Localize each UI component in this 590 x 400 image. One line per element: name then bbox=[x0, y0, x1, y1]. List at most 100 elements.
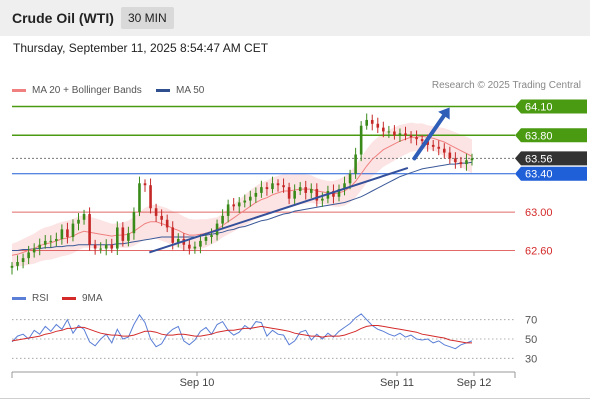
candle-body bbox=[265, 187, 269, 190]
candle-body bbox=[204, 237, 208, 241]
legend-ma50: MA 50 bbox=[156, 85, 204, 96]
candle-body bbox=[199, 240, 202, 247]
candle-body bbox=[232, 204, 235, 207]
candle-body bbox=[49, 240, 53, 242]
candle-body bbox=[93, 244, 97, 249]
candle-body bbox=[188, 244, 191, 249]
legend-ma50-label: MA 50 bbox=[176, 85, 205, 96]
candle-body bbox=[365, 119, 368, 126]
bollinger-band bbox=[12, 122, 472, 267]
candle-body bbox=[431, 144, 435, 147]
candle-body bbox=[420, 139, 424, 142]
level-label-64.10: 64.10 bbox=[525, 102, 553, 114]
candle-body bbox=[116, 227, 119, 249]
candle-body bbox=[348, 173, 352, 184]
candle-body bbox=[254, 192, 258, 197]
candle-body bbox=[60, 229, 64, 239]
bottom-border bbox=[0, 398, 590, 399]
candle-body bbox=[176, 238, 180, 243]
candle-body bbox=[382, 127, 385, 132]
candle-body bbox=[210, 235, 213, 238]
ma9-swatch bbox=[62, 296, 76, 300]
candle-body bbox=[226, 204, 230, 216]
copyright-notice: Research © 2025 Trading Central bbox=[431, 80, 581, 91]
candle-body bbox=[249, 196, 252, 201]
candle-body bbox=[77, 219, 80, 224]
candle-body bbox=[337, 189, 341, 197]
candle-body bbox=[343, 183, 346, 190]
candle-body bbox=[298, 187, 302, 191]
candle-body bbox=[359, 125, 363, 155]
candle-body bbox=[332, 190, 335, 197]
candle-body bbox=[243, 200, 247, 203]
level-label-63.80: 63.80 bbox=[525, 130, 553, 142]
candle-body bbox=[370, 119, 374, 124]
candle-body bbox=[437, 146, 441, 149]
candle-body bbox=[160, 215, 163, 220]
legend-rsi-label: RSI bbox=[32, 293, 49, 304]
rsi-tick-label: 70 bbox=[525, 315, 537, 327]
candle-body bbox=[409, 135, 413, 138]
rsi-series-rsi bbox=[11, 313, 473, 350]
rsi-tick-label: 50 bbox=[525, 334, 537, 346]
level-tag-63.80 bbox=[515, 128, 587, 143]
trend-line bbox=[149, 166, 409, 254]
candle-body bbox=[404, 133, 407, 136]
candle-body bbox=[99, 248, 102, 250]
level-tag-63.40 bbox=[515, 166, 587, 181]
rsi-swatch bbox=[12, 296, 26, 300]
candle-body bbox=[149, 185, 152, 209]
candle-body bbox=[165, 219, 169, 228]
candle-body bbox=[387, 131, 391, 133]
forecast-arrow-head bbox=[438, 107, 450, 120]
x-tick-label: Sep 12 bbox=[457, 377, 492, 389]
candle-body bbox=[459, 162, 463, 165]
instrument-title: Crude Oil (WTI) bbox=[12, 10, 114, 26]
level-tag-63.56 bbox=[515, 151, 587, 166]
candle-body bbox=[282, 185, 285, 188]
rsi-series-9ma bbox=[11, 325, 472, 344]
candle-body bbox=[398, 133, 402, 136]
candle-body bbox=[32, 248, 36, 253]
candle-body bbox=[21, 258, 25, 262]
rsi-tick-label: 30 bbox=[525, 353, 537, 365]
legend-9ma: 9MA bbox=[62, 293, 103, 304]
candle-body bbox=[465, 160, 468, 165]
level-label-62.60: 62.60 bbox=[525, 245, 553, 257]
timeframe-badge[interactable]: 30 MIN bbox=[121, 7, 174, 29]
level-tag-64.10 bbox=[515, 99, 587, 114]
candle-body bbox=[287, 187, 291, 199]
candle-body bbox=[82, 214, 86, 220]
candle-body bbox=[271, 183, 274, 190]
ma50-swatch bbox=[156, 88, 170, 92]
candle-body bbox=[16, 262, 19, 266]
legend-ma20-label: MA 20 + Bollinger Bands bbox=[32, 85, 142, 96]
forecast-arrow-shaft bbox=[412, 113, 446, 161]
candle-body bbox=[376, 123, 380, 128]
candle-body bbox=[415, 137, 418, 140]
candle-body bbox=[143, 183, 147, 186]
candle-body bbox=[27, 252, 30, 259]
ma20-swatch bbox=[12, 88, 26, 92]
x-tick-label: Sep 10 bbox=[180, 377, 215, 389]
candle-body bbox=[304, 187, 308, 193]
candle-body bbox=[454, 158, 457, 163]
legend-9ma-label: 9MA bbox=[82, 293, 103, 304]
x-tick-label: Sep 11 bbox=[380, 377, 414, 389]
candle-body bbox=[442, 148, 446, 153]
candle-body bbox=[321, 198, 324, 201]
candle-body bbox=[309, 189, 313, 193]
candle-body bbox=[426, 141, 429, 145]
candle-body bbox=[110, 244, 114, 249]
level-label-63.00: 63.00 bbox=[525, 207, 553, 219]
header-bar: Crude Oil (WTI) 30 MIN bbox=[0, 0, 590, 36]
candle-body bbox=[260, 187, 263, 193]
candle-body bbox=[448, 152, 452, 159]
candle-body bbox=[38, 244, 42, 249]
candle-body bbox=[154, 208, 158, 216]
candle-body bbox=[132, 212, 136, 234]
candle-body bbox=[393, 131, 396, 136]
candle-body bbox=[221, 215, 224, 224]
timestamp: Thursday, September 11, 2025 8:54:47 AM … bbox=[13, 41, 269, 55]
